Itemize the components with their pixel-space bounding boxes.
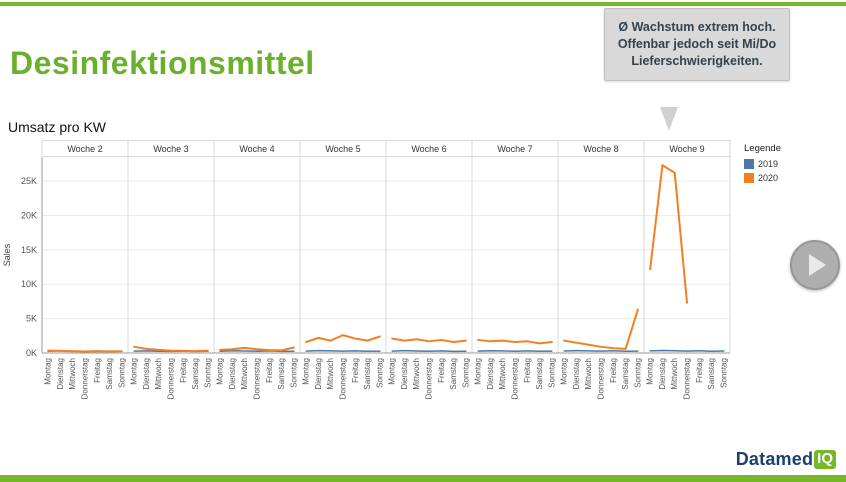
svg-text:Woche 5: Woche 5 [325, 144, 360, 154]
svg-text:Samstag: Samstag [363, 358, 372, 390]
svg-text:Montag: Montag [474, 358, 483, 385]
svg-text:Woche 7: Woche 7 [497, 144, 532, 154]
svg-text:Mittwoch: Mittwoch [154, 358, 163, 390]
legend: Legende 2019 2020 [744, 143, 781, 187]
svg-text:Dienstag: Dienstag [400, 358, 409, 390]
legend-title: Legende [744, 143, 781, 154]
annotation-callout: Ø Wachstum extrem hoch. Offenbar jedoch … [604, 8, 790, 81]
svg-text:Montag: Montag [646, 358, 655, 385]
svg-text:Dienstag: Dienstag [142, 358, 151, 390]
svg-text:15K: 15K [21, 245, 37, 255]
page-title: Desinfektionsmittel [10, 45, 315, 82]
svg-text:20K: 20K [21, 210, 37, 220]
svg-text:Freitag: Freitag [351, 358, 360, 383]
svg-text:Montag: Montag [302, 358, 311, 385]
svg-text:Montag: Montag [130, 358, 139, 385]
svg-text:10K: 10K [21, 279, 37, 289]
svg-text:Dienstag: Dienstag [486, 358, 495, 390]
svg-text:Donnerstag: Donnerstag [597, 358, 606, 399]
svg-text:Freitag: Freitag [265, 358, 274, 383]
svg-text:Montag: Montag [216, 358, 225, 385]
svg-text:Montag: Montag [44, 358, 53, 385]
legend-swatch-2020 [744, 173, 754, 183]
svg-text:Donnerstag: Donnerstag [511, 358, 520, 399]
svg-text:Freitag: Freitag [179, 358, 188, 383]
legend-label-2019: 2019 [758, 159, 779, 169]
svg-text:Donnerstag: Donnerstag [253, 358, 262, 399]
svg-text:Samstag: Samstag [105, 358, 114, 390]
brand-logo-badge: IQ [814, 450, 836, 469]
annotation-callout-tail [660, 107, 678, 131]
legend-item-2019[interactable]: 2019 [744, 159, 781, 169]
svg-text:Samstag: Samstag [191, 358, 200, 390]
svg-text:Freitag: Freitag [93, 358, 102, 383]
svg-text:Samstag: Samstag [621, 358, 630, 390]
svg-text:Sonntag: Sonntag [203, 358, 212, 388]
svg-text:Montag: Montag [560, 358, 569, 385]
svg-text:Woche 8: Woche 8 [583, 144, 618, 154]
svg-text:Woche 2: Woche 2 [67, 144, 102, 154]
svg-text:Sales: Sales [2, 243, 12, 266]
svg-text:Freitag: Freitag [437, 358, 446, 383]
svg-text:Freitag: Freitag [695, 358, 704, 383]
svg-text:0K: 0K [26, 348, 37, 358]
svg-text:Dienstag: Dienstag [572, 358, 581, 390]
svg-text:Sonntag: Sonntag [633, 358, 642, 388]
svg-text:Sonntag: Sonntag [461, 358, 470, 388]
svg-text:Dienstag: Dienstag [314, 358, 323, 390]
svg-text:Mittwoch: Mittwoch [326, 358, 335, 390]
svg-text:Freitag: Freitag [523, 358, 532, 383]
svg-text:Samstag: Samstag [535, 358, 544, 390]
svg-text:Samstag: Samstag [449, 358, 458, 390]
svg-text:Donnerstag: Donnerstag [683, 358, 692, 399]
svg-text:Mittwoch: Mittwoch [68, 358, 77, 390]
legend-swatch-2019 [744, 159, 754, 169]
svg-text:Mittwoch: Mittwoch [412, 358, 421, 390]
chart-subtitle: Umsatz pro KW [8, 119, 107, 135]
svg-text:Samstag: Samstag [277, 358, 286, 390]
svg-text:Montag: Montag [388, 358, 397, 385]
svg-text:Mittwoch: Mittwoch [670, 358, 679, 390]
svg-text:Mittwoch: Mittwoch [498, 358, 507, 390]
svg-text:Sonntag: Sonntag [547, 358, 556, 388]
svg-text:Dienstag: Dienstag [228, 358, 237, 390]
svg-text:Donnerstag: Donnerstag [81, 358, 90, 399]
svg-text:25K: 25K [21, 176, 37, 186]
svg-text:Sonntag: Sonntag [719, 358, 728, 388]
svg-text:Woche 3: Woche 3 [153, 144, 188, 154]
svg-text:Sonntag: Sonntag [117, 358, 126, 388]
svg-text:Freitag: Freitag [609, 358, 618, 383]
svg-text:Dienstag: Dienstag [56, 358, 65, 390]
svg-text:Sonntag: Sonntag [289, 358, 298, 388]
sales-trellis-chart: 0K 5K 10K 15K 20K 25K Woche 2 Montag Dienstag Mit… [2, 140, 732, 430]
svg-text:Sonntag: Sonntag [375, 358, 384, 388]
brand-logo-text: Datamed [735, 449, 814, 469]
svg-text:Donnerstag: Donnerstag [339, 358, 348, 399]
legend-label-2020: 2020 [758, 173, 779, 183]
svg-text:Woche 4: Woche 4 [239, 144, 274, 154]
svg-text:Samstag: Samstag [707, 358, 716, 390]
annotation-callout-text: Ø Wachstum extrem hoch. Offenbar jedoch … [617, 20, 777, 68]
svg-text:Mittwoch: Mittwoch [240, 358, 249, 390]
svg-text:5K: 5K [26, 314, 37, 324]
svg-text:Woche 6: Woche 6 [411, 144, 446, 154]
play-icon [809, 254, 826, 276]
svg-text:Dienstag: Dienstag [658, 358, 667, 390]
top-green-rule [0, 2, 846, 6]
brand-logo: Datamed IQ [736, 449, 836, 470]
svg-text:Woche 9: Woche 9 [669, 144, 704, 154]
bottom-green-rule [0, 475, 846, 482]
play-button[interactable] [790, 240, 840, 290]
svg-text:Mittwoch: Mittwoch [584, 358, 593, 390]
legend-item-2020[interactable]: 2020 [744, 173, 781, 183]
svg-text:Donnerstag: Donnerstag [167, 358, 176, 399]
svg-text:Donnerstag: Donnerstag [425, 358, 434, 399]
